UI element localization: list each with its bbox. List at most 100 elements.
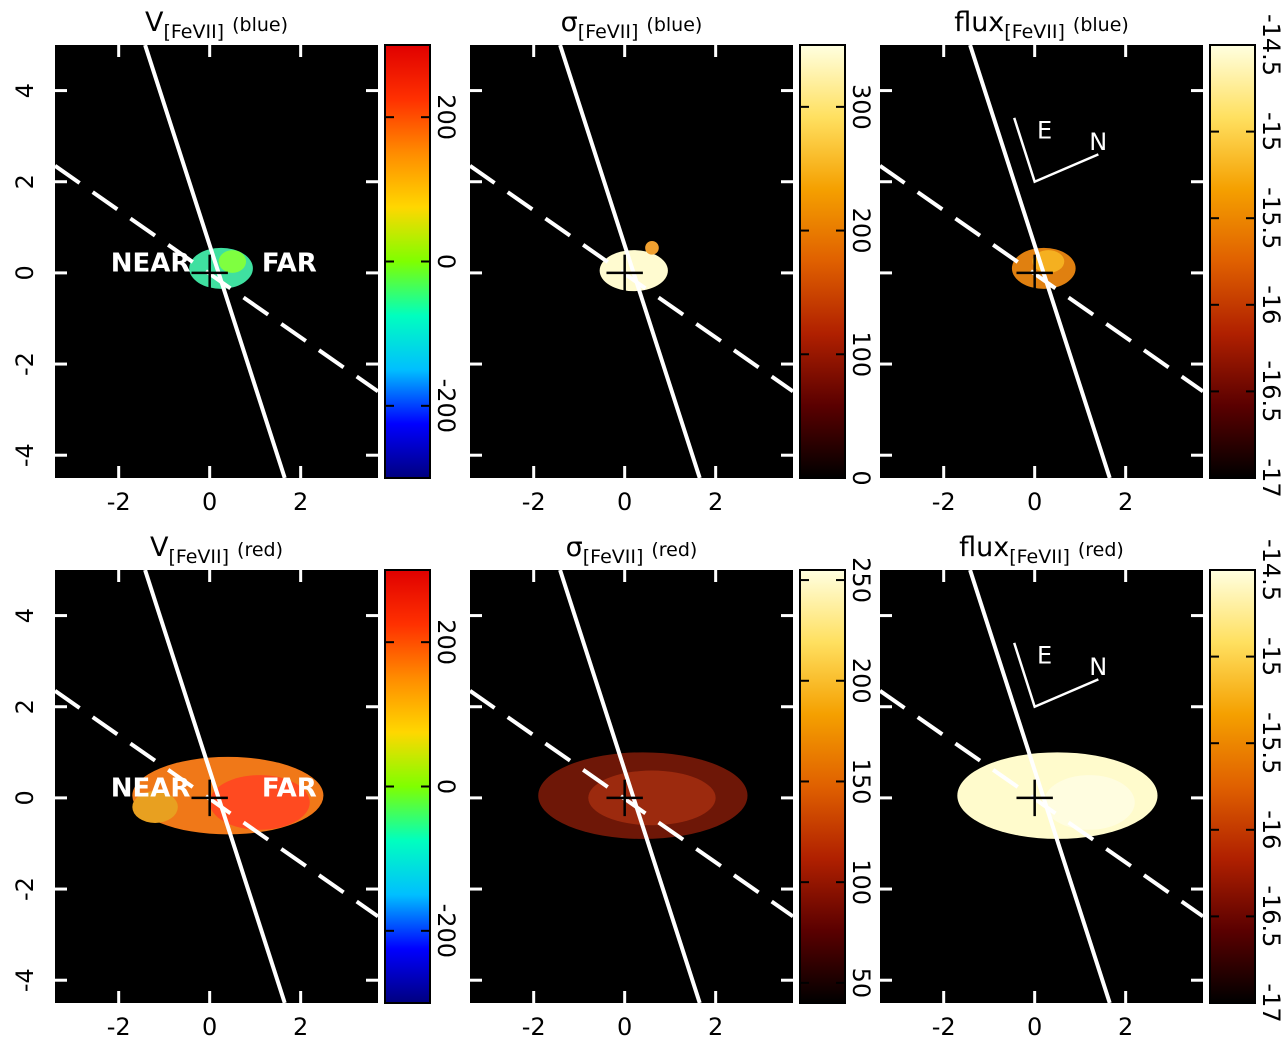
title-subscript: [FeVII] bbox=[1009, 546, 1070, 568]
x-tick-label: 0 bbox=[1027, 488, 1042, 516]
dashed-axis-line bbox=[470, 689, 793, 919]
y-tick-label: 2 bbox=[11, 699, 39, 714]
colorbar-tick-label: 250 bbox=[847, 557, 875, 603]
emission-region bbox=[1043, 775, 1135, 830]
y-tick-label: 4 bbox=[11, 83, 39, 98]
compass-arrows bbox=[1013, 117, 1099, 184]
major-axis-line bbox=[558, 45, 702, 478]
emission-region bbox=[209, 775, 310, 830]
colorbar-tick-label: -14.5 bbox=[1257, 14, 1285, 76]
compass-label: E bbox=[1037, 117, 1052, 145]
panel-title: V[FeVII] (red) bbox=[150, 532, 283, 568]
y-tick-label: 0 bbox=[11, 790, 39, 805]
y-tick-label: 2 bbox=[11, 174, 39, 189]
annotation: NEAR bbox=[111, 773, 191, 803]
x-tick-label: 2 bbox=[708, 488, 723, 516]
major-axis-line bbox=[143, 45, 287, 478]
map bbox=[470, 45, 793, 478]
dashed-axis-line bbox=[55, 689, 378, 919]
panel: -2 0 2 σ[FeVII] (blue) 0 100 200 300 bbox=[470, 7, 875, 516]
panel: E N -2 0 2 flux[FeVII] (blue) -17 -16.5 -16 -15.5 -… bbox=[880, 7, 1285, 516]
compass-label: N bbox=[1089, 653, 1107, 681]
y-tick-label: -4 bbox=[11, 968, 39, 992]
panel-title: V[FeVII] (blue) bbox=[145, 7, 288, 43]
colorbar-tick-label: 200 bbox=[847, 208, 875, 254]
title-subscript: [FeVII] bbox=[168, 546, 229, 568]
colorbar-tick-label: 200 bbox=[432, 619, 460, 665]
x-tick-label: -2 bbox=[107, 1013, 131, 1041]
dashed-axis-line bbox=[880, 164, 1203, 394]
x-tick-label: 0 bbox=[1027, 1013, 1042, 1041]
colorbar-tick-label: -17 bbox=[1257, 983, 1285, 1022]
map bbox=[55, 45, 378, 478]
emission-region bbox=[645, 240, 659, 255]
x-tick-label: 0 bbox=[617, 488, 632, 516]
x-tick-label: 2 bbox=[1118, 488, 1133, 516]
colorbar-tick-label: -200 bbox=[432, 379, 460, 433]
panel-title: σ[FeVII] (blue) bbox=[561, 7, 703, 43]
major-axis-line bbox=[143, 570, 287, 1003]
colorbar-tick-label: 300 bbox=[847, 84, 875, 130]
title-suffix: (blue) bbox=[646, 14, 702, 36]
major-axis-line bbox=[968, 570, 1112, 1003]
colorbar-tick-label: -14.5 bbox=[1257, 539, 1285, 601]
dashed-axis-line bbox=[470, 164, 793, 394]
colorbar-tick-label: 0 bbox=[432, 779, 460, 794]
colorbar-tick-label: -16.5 bbox=[1257, 885, 1285, 947]
emission-region bbox=[132, 791, 178, 823]
x-tick-label: 0 bbox=[202, 1013, 217, 1041]
colorbar-tick-label: 100 bbox=[847, 331, 875, 377]
dashed-axis-line bbox=[880, 689, 1203, 919]
panel-title: σ[FeVII] (red) bbox=[566, 532, 698, 568]
title-suffix: (red) bbox=[651, 539, 697, 561]
title-suffix: (red) bbox=[1078, 539, 1124, 561]
title-main: flux bbox=[959, 532, 1009, 563]
title-main: flux bbox=[954, 7, 1004, 38]
title-main: V bbox=[145, 7, 164, 38]
annotation: FAR bbox=[262, 248, 317, 278]
colorbar bbox=[799, 44, 846, 479]
title-subscript: [FeVII] bbox=[583, 546, 644, 568]
x-tick-label: -2 bbox=[522, 488, 546, 516]
title-suffix: (blue) bbox=[232, 14, 288, 36]
title-subscript: [FeVII] bbox=[163, 21, 224, 43]
x-tick-label: 0 bbox=[202, 488, 217, 516]
panel: -2 0 2 σ[FeVII] (red) 50 100 150 200 250 bbox=[470, 532, 875, 1041]
emission-region bbox=[218, 250, 247, 273]
x-tick-label: 2 bbox=[1118, 1013, 1133, 1041]
title-main: σ bbox=[561, 7, 578, 38]
annotation: FAR bbox=[262, 773, 317, 803]
x-tick-label: -2 bbox=[932, 1013, 956, 1041]
y-tick-label: -2 bbox=[11, 352, 39, 376]
colorbar-tick-label: -16 bbox=[1257, 810, 1285, 849]
x-tick-label: -2 bbox=[522, 1013, 546, 1041]
x-tick-label: 2 bbox=[293, 1013, 308, 1041]
panel: NEAR FAR -2 0 2 -4 -2 0 2 4 V[FeVII] (red) -200 0 200 bbox=[11, 532, 460, 1041]
map bbox=[470, 570, 793, 1003]
title-suffix: (red) bbox=[237, 539, 283, 561]
colorbar-tick-label: 100 bbox=[847, 859, 875, 905]
y-tick-label: -2 bbox=[11, 877, 39, 901]
dashed-axis-line bbox=[55, 164, 378, 394]
map bbox=[880, 570, 1203, 1003]
colorbar bbox=[799, 569, 846, 1004]
colorbar-tick-label: -15.5 bbox=[1257, 712, 1285, 774]
y-tick-label: 0 bbox=[11, 265, 39, 280]
title-subscript: [FeVII] bbox=[1004, 21, 1065, 43]
x-tick-label: -2 bbox=[107, 488, 131, 516]
colorbar-tick-label: -15.5 bbox=[1257, 187, 1285, 249]
y-tick-label: -4 bbox=[11, 443, 39, 467]
title-subscript: [FeVII] bbox=[578, 21, 639, 43]
annotation: NEAR bbox=[111, 248, 191, 278]
x-tick-label: -2 bbox=[932, 488, 956, 516]
x-tick-label: 0 bbox=[617, 1013, 632, 1041]
panel: E N -2 0 2 flux[FeVII] (red) -17 -16.5 -16 -15.5 -1… bbox=[880, 532, 1285, 1041]
compass-label: E bbox=[1037, 642, 1052, 670]
major-axis-line bbox=[558, 570, 702, 1003]
title-main: σ bbox=[566, 532, 583, 563]
compass-arrows bbox=[1013, 642, 1099, 709]
colorbar bbox=[1209, 44, 1256, 479]
colorbar-tick-label: -16 bbox=[1257, 285, 1285, 324]
